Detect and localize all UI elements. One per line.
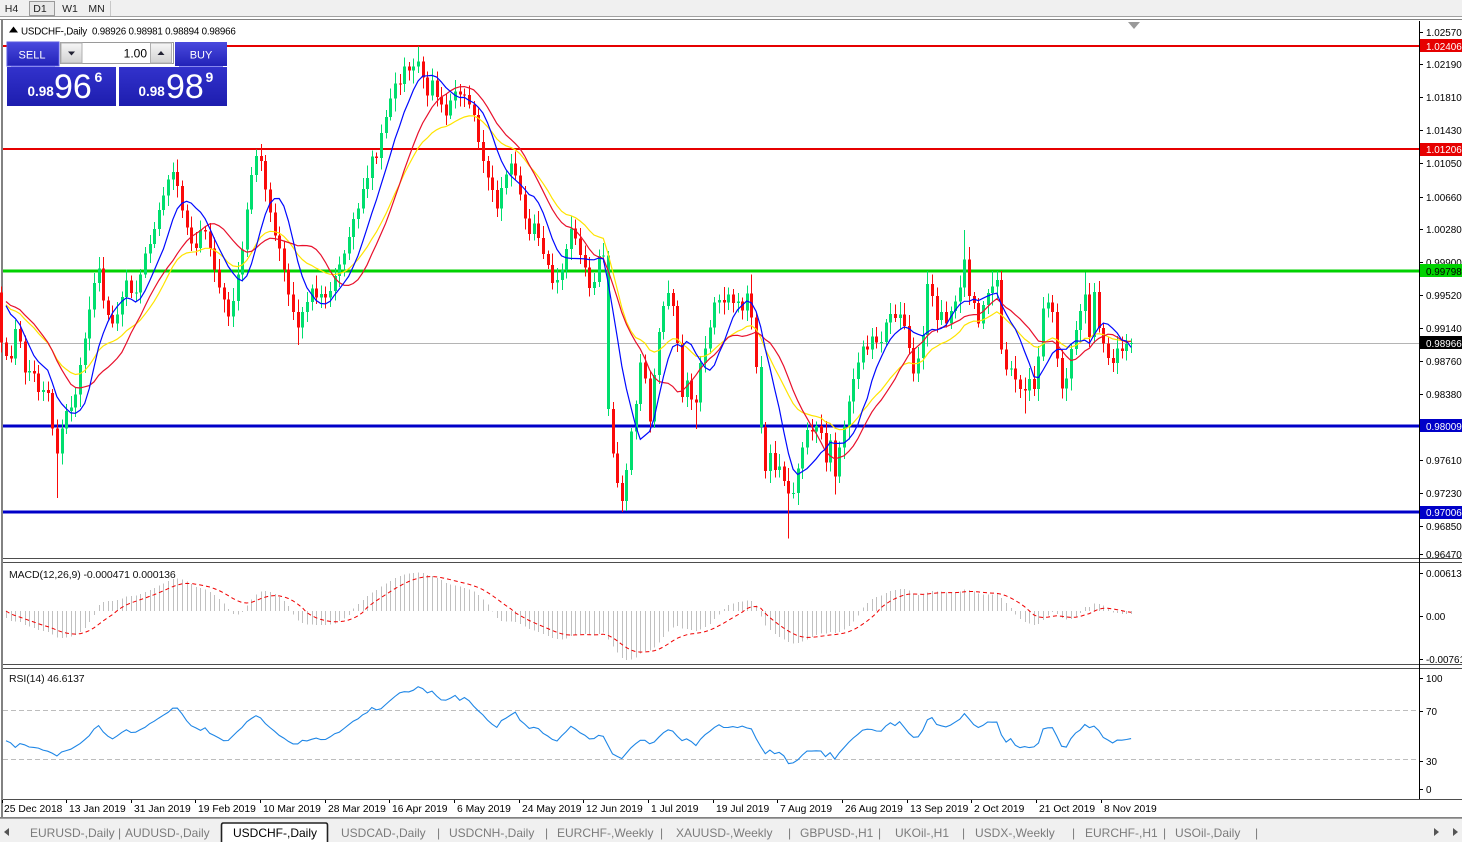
svg-text:6: 6	[95, 69, 103, 85]
svg-text:USDCHF-,Daily 0.98926 0.98981: USDCHF-,Daily 0.98926 0.98981 0.98894 0.…	[21, 27, 236, 38]
svg-text:MN: MN	[88, 3, 104, 15]
svg-text:1.02570: 1.02570	[1426, 28, 1462, 39]
svg-text:MACD(12,26,9) -0.000471 0.0001: MACD(12,26,9) -0.000471 0.000136	[9, 569, 176, 581]
svg-text:100: 100	[1426, 674, 1443, 685]
svg-text:XAUUSD-,Weekly: XAUUSD-,Weekly	[676, 826, 772, 840]
svg-text:96: 96	[54, 68, 92, 106]
svg-text:RSI(14) 46.6137: RSI(14) 46.6137	[9, 673, 85, 685]
svg-text:70: 70	[1426, 707, 1437, 718]
svg-text:|: |	[788, 826, 791, 840]
svg-text:0.99900: 0.99900	[1426, 258, 1462, 269]
svg-text:0.00613: 0.00613	[1426, 569, 1462, 580]
svg-text:BUY: BUY	[190, 50, 213, 62]
svg-text:8 Nov 2019: 8 Nov 2019	[1104, 804, 1157, 815]
svg-text:0.96850: 0.96850	[1426, 522, 1462, 533]
svg-text:0.98: 0.98	[139, 84, 166, 99]
svg-text:31 Jan 2019: 31 Jan 2019	[134, 804, 191, 815]
svg-text:USDCAD-,Daily: USDCAD-,Daily	[341, 826, 426, 840]
svg-text:|: |	[545, 826, 548, 840]
svg-text:|: |	[1163, 826, 1166, 840]
svg-text:USOil-,Daily: USOil-,Daily	[1175, 826, 1240, 840]
svg-text:EURUSD-,Daily: EURUSD-,Daily	[30, 826, 115, 840]
svg-text:EURCHF-,Weekly: EURCHF-,Weekly	[557, 826, 653, 840]
svg-text:0.98760: 0.98760	[1426, 357, 1462, 368]
svg-text:USDX-,Weekly: USDX-,Weekly	[975, 826, 1055, 840]
svg-text:19 Jul 2019: 19 Jul 2019	[716, 804, 770, 815]
svg-text:GBPUSD-,H1: GBPUSD-,H1	[800, 826, 874, 840]
svg-text:0.98009: 0.98009	[1426, 422, 1462, 433]
svg-text:1.00660: 1.00660	[1426, 193, 1462, 204]
svg-text:UKOil-,H1: UKOil-,H1	[895, 826, 949, 840]
svg-text:|: |	[962, 826, 965, 840]
svg-text:1.00280: 1.00280	[1426, 225, 1462, 236]
svg-text:21 Oct 2019: 21 Oct 2019	[1039, 804, 1095, 815]
svg-text:26 Aug 2019: 26 Aug 2019	[845, 804, 903, 815]
svg-text:0.99798: 0.99798	[1426, 267, 1462, 278]
svg-text:0.00: 0.00	[1426, 612, 1446, 623]
svg-text:0.97610: 0.97610	[1426, 456, 1462, 467]
svg-text:SELL: SELL	[19, 50, 46, 62]
svg-text:H4: H4	[5, 3, 19, 15]
svg-text:0.97230: 0.97230	[1426, 489, 1462, 500]
svg-text:24 May 2019: 24 May 2019	[522, 804, 582, 815]
svg-text:1.01810: 1.01810	[1426, 93, 1462, 104]
svg-text:W1: W1	[62, 3, 78, 15]
svg-text:10 Mar 2019: 10 Mar 2019	[263, 804, 321, 815]
svg-text:1.02406: 1.02406	[1426, 42, 1462, 53]
svg-text:D1: D1	[33, 3, 47, 15]
svg-text:0.98: 0.98	[28, 84, 55, 99]
svg-text:AUDUSD-,Daily: AUDUSD-,Daily	[125, 826, 210, 840]
svg-text:-0.007612: -0.007612	[1426, 655, 1462, 666]
svg-text:12 Jun 2019: 12 Jun 2019	[586, 804, 643, 815]
svg-text:|: |	[118, 826, 121, 840]
svg-text:19 Feb 2019: 19 Feb 2019	[198, 804, 256, 815]
svg-text:|: |	[660, 826, 663, 840]
svg-text:6 May 2019: 6 May 2019	[457, 804, 511, 815]
svg-text:2 Oct 2019: 2 Oct 2019	[974, 804, 1025, 815]
svg-text:13 Jan 2019: 13 Jan 2019	[69, 804, 126, 815]
svg-text:|: |	[878, 826, 881, 840]
svg-text:1.02190: 1.02190	[1426, 60, 1462, 71]
svg-text:USDCNH-,Daily: USDCNH-,Daily	[449, 826, 534, 840]
svg-text:0.98380: 0.98380	[1426, 390, 1462, 401]
svg-text:30: 30	[1426, 757, 1437, 768]
svg-text:|: |	[1072, 826, 1075, 840]
svg-text:1.01050: 1.01050	[1426, 159, 1462, 170]
svg-text:0.99140: 0.99140	[1426, 324, 1462, 335]
svg-text:0: 0	[1426, 785, 1432, 796]
svg-text:0.98966: 0.98966	[1426, 339, 1462, 350]
svg-text:0.97006: 0.97006	[1426, 508, 1462, 519]
svg-text:EURCHF-,H1: EURCHF-,H1	[1085, 826, 1158, 840]
svg-text:25 Dec 2018: 25 Dec 2018	[4, 804, 63, 815]
svg-text:1.00: 1.00	[124, 47, 148, 61]
svg-text:9: 9	[206, 69, 214, 85]
svg-text:|: |	[1255, 826, 1258, 840]
svg-text:1.01206: 1.01206	[1426, 145, 1462, 156]
svg-text:|: |	[437, 826, 440, 840]
svg-text:16 Apr 2019: 16 Apr 2019	[392, 804, 448, 815]
svg-text:28 Mar 2019: 28 Mar 2019	[328, 804, 386, 815]
svg-text:13 Sep 2019: 13 Sep 2019	[910, 804, 969, 815]
svg-text:0.96470: 0.96470	[1426, 550, 1462, 561]
svg-text:USDCHF-,Daily: USDCHF-,Daily	[233, 826, 317, 840]
svg-text:0.99520: 0.99520	[1426, 291, 1462, 302]
svg-text:98: 98	[166, 68, 204, 106]
svg-text:7 Aug 2019: 7 Aug 2019	[780, 804, 832, 815]
svg-text:1.01430: 1.01430	[1426, 126, 1462, 137]
svg-text:1 Jul 2019: 1 Jul 2019	[651, 804, 699, 815]
